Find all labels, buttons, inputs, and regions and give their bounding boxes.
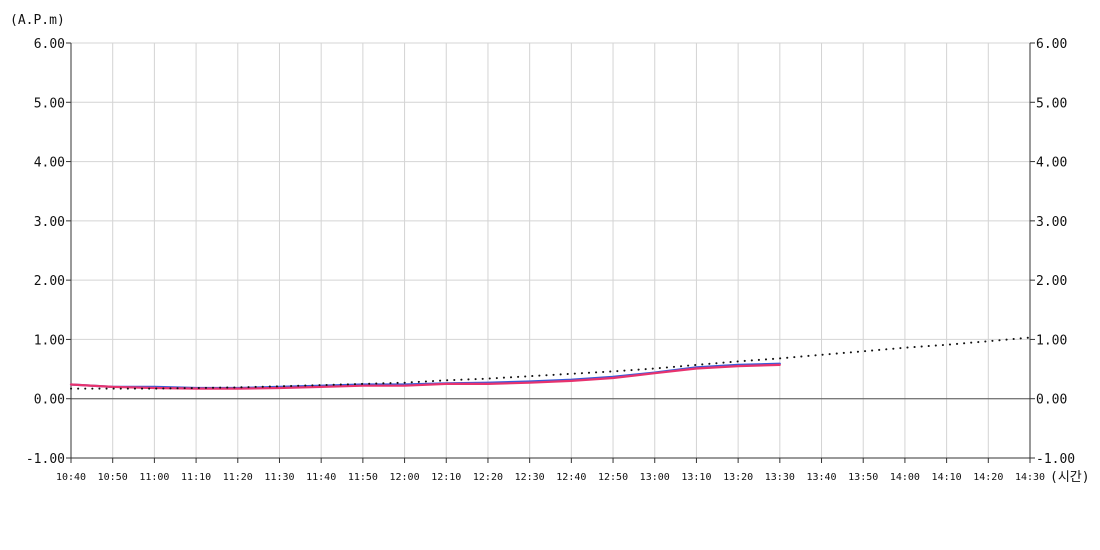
y-tick-label-right: 5.00 bbox=[1036, 96, 1067, 111]
x-tick-label: 13:30 bbox=[765, 472, 795, 483]
data-point bbox=[571, 380, 572, 381]
data-point bbox=[487, 383, 488, 384]
x-tick-label: 14:30 bbox=[1015, 472, 1045, 483]
data-point bbox=[321, 386, 322, 387]
y-tick-label-left: 5.00 bbox=[34, 96, 65, 111]
data-point bbox=[487, 378, 488, 379]
y-tick-label-right: 3.00 bbox=[1036, 215, 1067, 230]
x-tick-label: 14:00 bbox=[890, 472, 920, 483]
grid bbox=[70, 42, 1031, 459]
data-point bbox=[988, 341, 989, 342]
data-point bbox=[195, 387, 196, 388]
x-tick-label: 12:40 bbox=[556, 472, 586, 483]
x-axis-unit-label: (시간) bbox=[1050, 470, 1090, 485]
data-point bbox=[696, 364, 697, 365]
x-tick-label: 12:20 bbox=[473, 472, 503, 483]
y-tick-label-left: 2.00 bbox=[34, 274, 65, 289]
y-tick-label-left: 6.00 bbox=[34, 37, 65, 52]
y-tick-label-right: -1.00 bbox=[1036, 452, 1075, 467]
y-tick-label-left: 3.00 bbox=[34, 215, 65, 230]
y-tick-label-left: 0.00 bbox=[34, 393, 65, 408]
x-tick-label: 11:50 bbox=[348, 472, 378, 483]
data-point bbox=[362, 385, 363, 386]
y-tick-label-right: 2.00 bbox=[1036, 274, 1067, 289]
x-tick-label: 12:30 bbox=[515, 472, 545, 483]
x-tick-label: 14:10 bbox=[932, 472, 962, 483]
data-point bbox=[946, 344, 947, 345]
x-tick-label: 13:00 bbox=[640, 472, 670, 483]
data-point bbox=[821, 354, 822, 355]
x-tick-label: 11:40 bbox=[306, 472, 336, 483]
data-point bbox=[779, 358, 780, 359]
y-tick-label-left: -1.00 bbox=[26, 452, 65, 467]
x-tick-label: 10:40 bbox=[56, 472, 86, 483]
x-tick-label: 11:00 bbox=[139, 472, 169, 483]
x-tick-label: 13:50 bbox=[848, 472, 878, 483]
data-point bbox=[529, 382, 530, 383]
x-tick-label: 12:50 bbox=[598, 472, 628, 483]
x-tick-label: 12:10 bbox=[431, 472, 461, 483]
y-tick-label-right: 4.00 bbox=[1036, 156, 1067, 171]
data-point bbox=[904, 347, 905, 348]
data-point bbox=[1029, 337, 1030, 338]
data-point bbox=[154, 388, 155, 389]
x-tick-label: 11:20 bbox=[223, 472, 253, 483]
x-tick-label: 13:40 bbox=[806, 472, 836, 483]
x-tick-label: 11:10 bbox=[181, 472, 211, 483]
y-tick-label-right: 0.00 bbox=[1036, 393, 1067, 408]
data-point bbox=[571, 373, 572, 374]
data-point bbox=[362, 383, 363, 384]
data-point bbox=[779, 364, 780, 365]
series-2 bbox=[69, 363, 781, 390]
series-line bbox=[69, 363, 781, 390]
data-point bbox=[112, 386, 113, 387]
data-point bbox=[529, 376, 530, 377]
x-tick-label: 14:20 bbox=[973, 472, 1003, 483]
data-point bbox=[321, 384, 322, 385]
data-point bbox=[70, 388, 71, 389]
data-point bbox=[738, 361, 739, 362]
data-point bbox=[863, 351, 864, 352]
y-tick-label-right: 6.00 bbox=[1036, 37, 1067, 52]
data-point bbox=[237, 387, 238, 388]
data-point bbox=[237, 388, 238, 389]
x-tick-label: 12:00 bbox=[390, 472, 420, 483]
data-point bbox=[738, 366, 739, 367]
data-point bbox=[654, 368, 655, 369]
x-tick-label: 11:30 bbox=[264, 472, 294, 483]
x-tick-label: 13:20 bbox=[723, 472, 753, 483]
data-point bbox=[654, 373, 655, 374]
series-lines bbox=[69, 336, 1031, 390]
y-axis-unit-label: (A.P.m) bbox=[10, 13, 65, 28]
x-tick-label: 13:10 bbox=[681, 472, 711, 483]
data-point bbox=[404, 382, 405, 383]
data-point bbox=[612, 377, 613, 378]
data-point bbox=[446, 380, 447, 381]
data-point bbox=[446, 383, 447, 384]
data-point bbox=[404, 385, 405, 386]
data-point bbox=[612, 371, 613, 372]
data-point bbox=[279, 386, 280, 387]
data-point bbox=[279, 387, 280, 388]
data-point bbox=[696, 368, 697, 369]
data-point bbox=[112, 388, 113, 389]
axis-ticks bbox=[66, 42, 1035, 463]
tick-labels: 10:40 10:50 11:00 11:10 11:20 11:30 11:40 11:50… bbox=[26, 37, 1075, 483]
y-tick-label-right: 1.00 bbox=[1036, 333, 1067, 348]
data-point bbox=[70, 384, 71, 385]
y-tick-label-left: 4.00 bbox=[34, 156, 65, 171]
y-tick-label-left: 1.00 bbox=[34, 333, 65, 348]
x-tick-label: 10:50 bbox=[98, 472, 128, 483]
